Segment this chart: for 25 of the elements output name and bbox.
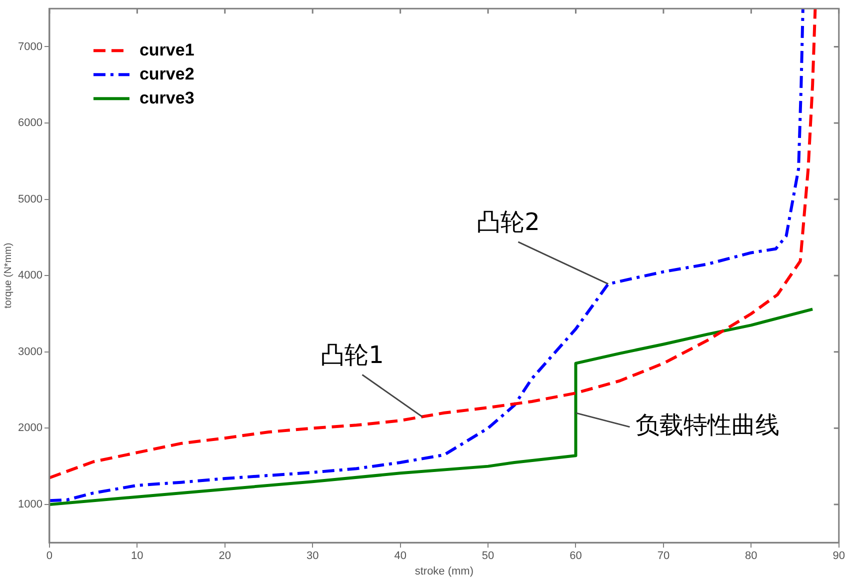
x-tick-label: 60 [570,550,582,562]
x-tick-label: 90 [832,550,846,562]
annotation: 负载特性曲线 [636,411,780,440]
y-tick-label: 1000 [18,498,42,510]
y-axis-title: torque (N*mm) [2,242,14,308]
x-tick-label: 20 [218,550,232,562]
x-tick-label: 70 [657,550,670,562]
y-tick-label: 5000 [18,193,42,206]
x-axis-title: stroke (mm) [414,565,474,578]
annotation: 凸轮2 [476,208,540,236]
annotation: 凸轮1 [320,340,384,369]
x-tick-label: 10 [131,550,144,562]
y-tick-label: 2000 [18,422,42,434]
y-tick-label: 3000 [18,346,42,358]
y-tick-label: 7000 [18,40,42,53]
legend-label: curve3 [139,88,194,108]
legend-label: curve2 [139,64,194,84]
x-tick-label: 30 [306,550,319,562]
x-tick-label: 0 [46,550,53,562]
x-tick-label: 40 [394,550,406,562]
y-tick-label: 4000 [18,270,42,282]
legend-label: curve1 [139,40,194,60]
y-tick-label: 6000 [18,117,42,130]
x-tick-label: 80 [745,550,758,562]
x-tick-label: 50 [482,550,494,562]
